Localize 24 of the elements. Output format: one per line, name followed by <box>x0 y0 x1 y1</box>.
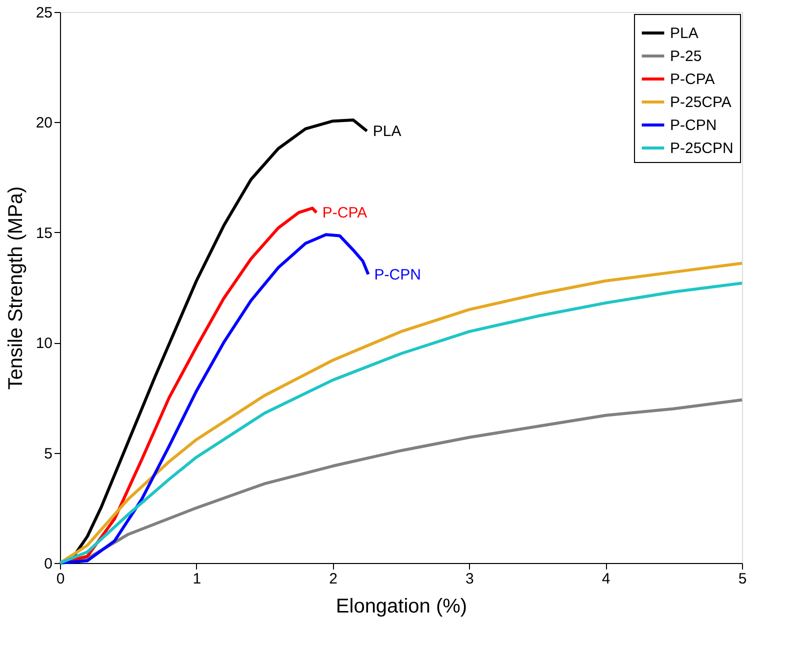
legend-label: P-25 <box>670 48 702 65</box>
x-tick-label: 4 <box>602 570 610 588</box>
x-tick-label: 2 <box>329 570 338 588</box>
x-tick-label: 5 <box>738 570 747 588</box>
annotation: P-CPA <box>322 204 368 222</box>
annotation: P-CPN <box>374 266 421 284</box>
annotation: PLA <box>372 123 402 140</box>
legend-label: P-CPN <box>670 117 717 134</box>
x-tick-label: 0 <box>56 570 65 588</box>
y-tick-label: 25 <box>36 4 52 22</box>
y-tick-label: 0 <box>44 556 52 572</box>
y-tick-label: 5 <box>44 445 52 462</box>
x-tick-label: 3 <box>466 570 474 588</box>
y-tick-label: 10 <box>36 335 52 352</box>
legend-label: P-25CPN <box>670 140 734 157</box>
y-axis-title: Tensile Strength (MPa) <box>4 186 27 390</box>
x-tick-label: 1 <box>192 570 202 588</box>
y-tick-label: 20 <box>36 114 52 132</box>
line-series <box>58 233 370 564</box>
y-tick-label: 15 <box>36 224 52 242</box>
legend-label: PLA <box>670 25 698 42</box>
x-axis-title: Elongation (%) <box>336 596 468 618</box>
legend-label: P-CPA <box>670 71 715 88</box>
legend-label: P-25CPA <box>670 94 732 111</box>
